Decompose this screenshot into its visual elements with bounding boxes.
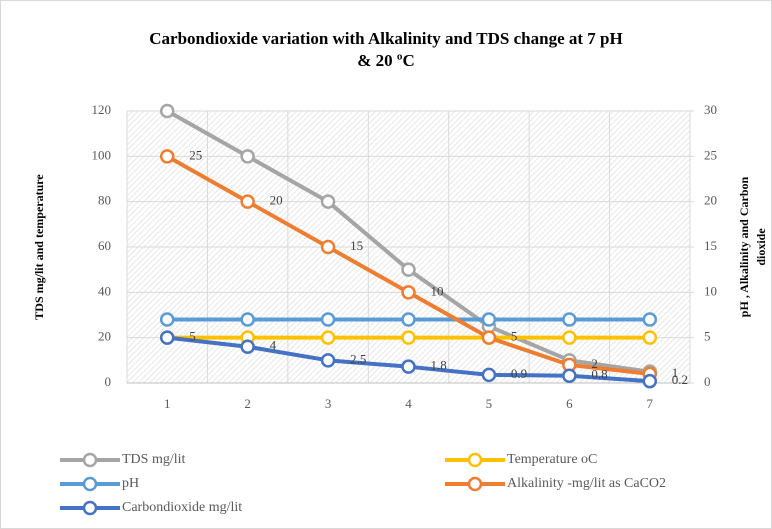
point (320, 330, 336, 345)
point (240, 339, 255, 354)
legend-marker (467, 476, 483, 492)
x-tick-label: 1 (164, 396, 171, 411)
data-label: 1.8 (431, 358, 447, 373)
x-tick-label: 2 (244, 396, 251, 411)
data-label: 0.8 (591, 367, 607, 382)
y-tick-label: 80 (98, 193, 111, 208)
point (481, 330, 497, 345)
y-tick-label: 120 (92, 102, 112, 117)
y2-tick-label: 15 (704, 238, 717, 253)
legend-label: TDS mg/lit (122, 452, 186, 467)
y-tick-label: 60 (98, 238, 111, 253)
y-tick-label: 0 (105, 374, 112, 389)
legend-marker (82, 452, 98, 468)
point (159, 103, 175, 119)
legend-marker (467, 452, 483, 468)
point (642, 330, 658, 345)
data-label: 2.5 (350, 351, 366, 366)
legend-label: pH (122, 476, 139, 491)
legend-label: Temperature oC (507, 452, 597, 467)
y2-axis-title: dioxide (754, 228, 768, 266)
point (401, 359, 416, 374)
point (401, 262, 416, 277)
data-label: 2 (591, 356, 598, 371)
y2-tick-label: 25 (704, 147, 717, 162)
x-tick-label: 5 (486, 396, 493, 411)
legend-label: Carbondioxide mg/lit (122, 500, 242, 515)
point (562, 368, 577, 383)
y-tick-label: 100 (92, 147, 112, 162)
point (401, 330, 416, 345)
chart-title: Carbondioxide variation with Alkalinity … (149, 29, 622, 48)
data-label: 1 (672, 365, 679, 380)
x-tick-label: 3 (325, 396, 332, 411)
x-tick-label: 4 (405, 396, 412, 411)
point (159, 149, 175, 164)
point (320, 194, 336, 209)
data-label: 0.2 (672, 372, 688, 387)
point (481, 312, 497, 327)
data-label: 5 (189, 329, 196, 344)
point (240, 194, 255, 209)
y-axis-title: TDS mg/lit and temperature (32, 174, 46, 320)
point (642, 312, 658, 327)
point (481, 367, 497, 383)
data-label: 5 (511, 329, 518, 344)
data-label: 10 (431, 283, 444, 298)
y2-axis-title: pH , Alkalinity and Carbon (737, 176, 751, 317)
y2-tick-label: 20 (704, 193, 717, 208)
x-tick-label: 7 (647, 396, 654, 411)
point (642, 373, 658, 389)
y2-tick-label: 10 (704, 283, 717, 298)
y-tick-label: 40 (98, 283, 111, 298)
data-label: 4 (270, 338, 277, 353)
point (401, 312, 416, 327)
point (562, 312, 577, 327)
legend-label: Alkalinity -mg/lit as CaCO2 (507, 476, 666, 491)
legend-marker (82, 500, 98, 516)
y2-tick-label: 5 (704, 329, 711, 344)
y-tick-label: 20 (98, 329, 111, 344)
data-label: 20 (270, 193, 283, 208)
data-label: 15 (350, 238, 363, 253)
point (562, 330, 577, 345)
y2-tick-label: 30 (704, 102, 717, 117)
data-label: 0.9 (511, 366, 527, 381)
chart-title: & 20 ºC (357, 51, 415, 70)
legend-marker (82, 476, 98, 492)
point (320, 239, 336, 255)
point (401, 285, 416, 300)
point (240, 149, 255, 164)
point (320, 312, 336, 327)
point (240, 312, 255, 327)
point (159, 312, 175, 327)
y2-tick-label: 0 (704, 374, 711, 389)
data-label: 25 (189, 147, 202, 162)
point (159, 330, 175, 345)
point (320, 353, 336, 368)
x-tick-label: 6 (566, 396, 573, 411)
